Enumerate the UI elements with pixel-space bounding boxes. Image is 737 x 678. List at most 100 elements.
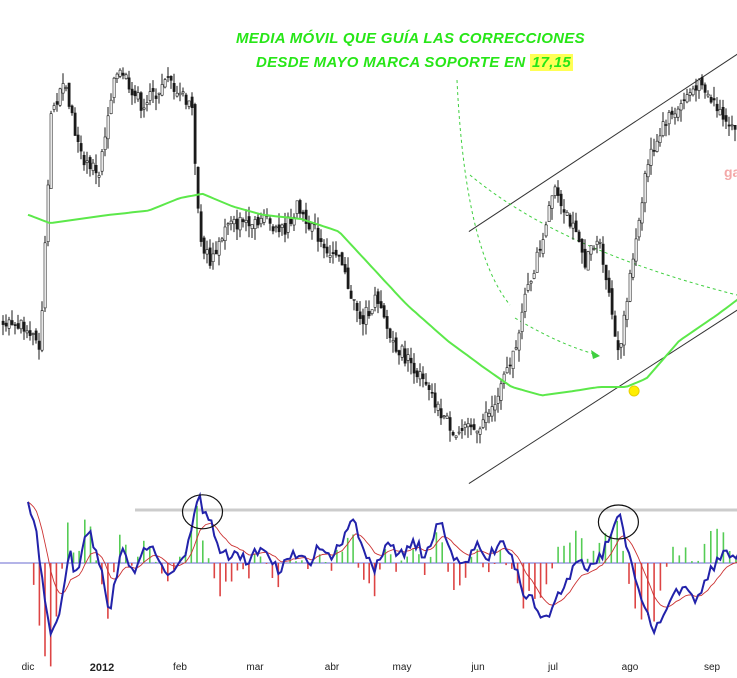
candle-body bbox=[91, 162, 95, 171]
candle-body bbox=[43, 242, 47, 309]
candle-body bbox=[52, 105, 56, 110]
candle-body bbox=[625, 301, 629, 320]
candle-body bbox=[22, 321, 26, 332]
candle-body bbox=[238, 217, 242, 231]
candle-body bbox=[169, 76, 173, 81]
candle-body bbox=[517, 332, 521, 351]
x-tick-label: jun bbox=[471, 662, 485, 673]
candle-body bbox=[634, 238, 638, 262]
candle-body bbox=[70, 105, 74, 114]
candle-body bbox=[109, 99, 113, 114]
candle-body bbox=[457, 431, 461, 434]
x-tick-label: jul bbox=[547, 662, 559, 673]
candle-body bbox=[604, 264, 608, 281]
candle-body bbox=[292, 216, 296, 226]
candle-body bbox=[679, 103, 683, 111]
candle-body bbox=[232, 219, 236, 225]
oscillator-histogram bbox=[27, 505, 737, 667]
candle-body bbox=[367, 311, 371, 317]
candle-body bbox=[697, 79, 701, 91]
candle-body bbox=[538, 248, 542, 251]
candle-body bbox=[289, 218, 293, 224]
candle-body bbox=[13, 324, 17, 326]
candle-body bbox=[505, 367, 509, 374]
candle-body bbox=[733, 125, 737, 130]
candle-body bbox=[337, 254, 341, 257]
candle-body bbox=[478, 428, 482, 435]
candle-body bbox=[295, 200, 299, 214]
candle-body bbox=[34, 330, 38, 341]
candle-body bbox=[349, 290, 353, 299]
candle-body bbox=[4, 322, 8, 327]
candle-body bbox=[376, 291, 380, 304]
candle-body bbox=[106, 115, 110, 140]
candle-body bbox=[595, 240, 599, 245]
oscillator-main-line bbox=[27, 491, 737, 638]
annotation-guides bbox=[456, 79, 737, 359]
candle-body bbox=[610, 288, 614, 315]
main-line bbox=[27, 491, 737, 638]
candle-body bbox=[436, 403, 440, 411]
candle-body bbox=[673, 113, 677, 119]
moving-average-line bbox=[27, 192, 737, 397]
candle-body bbox=[616, 340, 620, 351]
candle-body bbox=[619, 343, 623, 348]
candle-body bbox=[82, 155, 86, 166]
candle-body bbox=[727, 124, 731, 127]
candle-body bbox=[256, 216, 260, 226]
candle-body bbox=[706, 93, 710, 97]
candle-body bbox=[133, 90, 137, 97]
peak-circle-1 bbox=[181, 494, 224, 530]
candle-body bbox=[583, 248, 587, 268]
candle-body bbox=[262, 214, 266, 223]
candle-body bbox=[715, 103, 719, 112]
oscillator-peak-circles bbox=[181, 494, 640, 540]
candle-body bbox=[541, 239, 545, 254]
candle-body bbox=[580, 239, 584, 253]
candle-body bbox=[529, 280, 533, 284]
candle-body bbox=[328, 255, 332, 258]
candle-body bbox=[655, 140, 659, 152]
candle-body bbox=[172, 83, 176, 92]
candle-body bbox=[280, 224, 284, 228]
candle-body bbox=[58, 88, 62, 106]
candle-body bbox=[547, 205, 551, 222]
candle-body bbox=[496, 395, 500, 404]
candle-body bbox=[319, 238, 323, 243]
candle-body bbox=[160, 84, 164, 96]
candle-body bbox=[211, 253, 215, 262]
candle-body bbox=[214, 249, 218, 255]
candle-body bbox=[97, 175, 101, 178]
candle-body bbox=[661, 121, 665, 136]
candle-body bbox=[607, 277, 611, 293]
x-tick-label: mar bbox=[246, 662, 264, 673]
candle-body bbox=[454, 435, 458, 438]
candle-body bbox=[199, 211, 203, 242]
candle-body bbox=[124, 74, 128, 80]
candle-body bbox=[385, 316, 389, 329]
candle-body bbox=[589, 245, 593, 255]
candle-body bbox=[286, 216, 290, 233]
guide-curve-2 bbox=[469, 174, 737, 296]
candle-body bbox=[361, 315, 365, 325]
candle-body bbox=[325, 246, 329, 254]
candle-body bbox=[148, 91, 152, 101]
candle-body bbox=[493, 404, 497, 411]
candle-body bbox=[85, 160, 89, 163]
candle-body bbox=[574, 220, 578, 233]
candle-body bbox=[403, 348, 407, 364]
candle-body bbox=[235, 218, 239, 230]
candle-body bbox=[379, 301, 383, 309]
candle-body bbox=[628, 272, 632, 302]
candle-body bbox=[157, 92, 161, 95]
candle-body bbox=[424, 381, 428, 385]
guide-arrow-head bbox=[591, 350, 600, 359]
candle-body bbox=[640, 202, 644, 224]
x-tick-label: abr bbox=[324, 662, 340, 673]
candle-body bbox=[559, 193, 563, 207]
candle-body bbox=[316, 227, 320, 242]
candle-body bbox=[382, 305, 386, 318]
candle-body bbox=[202, 237, 206, 254]
candle-body bbox=[298, 200, 302, 214]
candle-body bbox=[652, 150, 656, 152]
